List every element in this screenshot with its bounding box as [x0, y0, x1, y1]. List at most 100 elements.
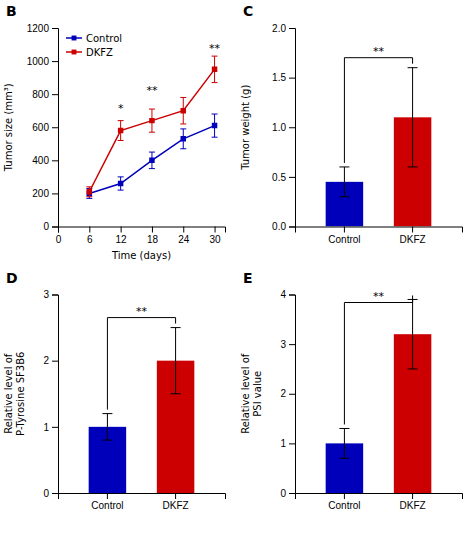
tick-label: 600: [32, 122, 49, 133]
tick-mark: [289, 127, 295, 128]
tick: 2: [43, 355, 58, 366]
error-bar: [339, 428, 349, 458]
error-bar: [408, 299, 418, 368]
x-axis: 0612182430: [56, 227, 226, 245]
tick-mark: [289, 295, 295, 296]
x-axis: Control DKFZ: [59, 493, 226, 511]
tick: Control: [91, 493, 123, 511]
tick-mark: [289, 443, 295, 444]
annotation: **: [373, 290, 385, 303]
tick-mark: [52, 295, 58, 296]
y-axis: 0.0 0.5 1.0 1.5 2.0: [272, 23, 295, 233]
chart: B020040060080010001200Tumor size (mm³)06…: [3, 3, 226, 261]
tick-label: 0.5: [272, 172, 286, 183]
y-axis-title: Tumor size (mm³): [3, 83, 14, 172]
point: [181, 108, 186, 113]
tick-mark: [289, 493, 295, 494]
chart: C0.00.51.01.52.0Tumor weight (g)ControlD…: [240, 3, 463, 245]
tick-label: 1.5: [272, 72, 286, 83]
axis-line: [59, 494, 226, 500]
tick: DKFZ: [400, 493, 426, 511]
tick-mark: [52, 127, 58, 128]
tick-label: 0: [280, 488, 286, 499]
tick: 0: [43, 488, 58, 499]
tick-label: 200: [32, 188, 49, 199]
legend-marker: [72, 50, 77, 55]
tick: 600: [32, 122, 58, 133]
legend-item: Control: [66, 33, 122, 44]
tick: 24: [178, 227, 190, 245]
tick-mark: [89, 227, 90, 233]
plot-area: [86, 56, 217, 198]
tick: DKFZ: [400, 227, 426, 245]
y-axis-title: Relative level ofPSI value: [240, 353, 263, 434]
chart: D0123Relative level ofP-Tyrosine SF3B6Co…: [3, 270, 226, 512]
title: D: [6, 270, 18, 286]
tick: 1: [280, 438, 295, 449]
tick-label: 2.0: [272, 23, 286, 34]
axis-line: [289, 29, 296, 228]
tick-label: 1200: [27, 23, 50, 34]
tick: 18: [147, 227, 159, 245]
tick: 0: [56, 227, 62, 245]
legend-marker: [72, 36, 77, 41]
tick-mark: [183, 227, 184, 233]
y-axis-title: Tumor weight (g): [240, 85, 251, 171]
point: [149, 118, 154, 123]
tick-label: 0: [56, 234, 62, 245]
error-bar: [180, 129, 186, 149]
tick: 800: [32, 89, 58, 100]
title: B: [6, 3, 17, 19]
title: E: [243, 270, 253, 286]
tick: 1: [43, 422, 58, 433]
tick-mark: [412, 227, 413, 233]
tick-mark: [289, 28, 295, 29]
line: [89, 69, 214, 191]
tick-mark: [344, 227, 345, 233]
tick-mark: [215, 227, 216, 233]
error-bar: [118, 121, 124, 141]
tick-mark: [289, 394, 295, 395]
tick-label: Control: [328, 500, 360, 511]
tick-mark: [175, 493, 176, 499]
annotation: *: [118, 102, 124, 115]
tick-mark: [52, 493, 58, 494]
tick: 0: [43, 221, 58, 232]
tick-label: 0.0: [272, 221, 286, 232]
tick-label: 30: [210, 234, 222, 245]
axis-line: [289, 295, 296, 494]
tick: 3: [280, 339, 295, 350]
tick-mark: [289, 177, 295, 178]
y-axis: 01234: [280, 289, 295, 499]
tick: 0: [280, 488, 295, 499]
axis-line: [52, 295, 59, 494]
tick-mark: [52, 28, 58, 29]
tick: 2.0: [272, 23, 295, 34]
tick-mark: [52, 427, 58, 428]
tick: 200: [32, 188, 58, 199]
tick-mark: [52, 361, 58, 362]
point: [118, 181, 123, 186]
tick-label: 1000: [27, 56, 50, 67]
tick-mark: [289, 227, 295, 228]
error-bar: [102, 414, 112, 440]
plot-area: [326, 68, 432, 227]
tick-mark: [344, 493, 345, 499]
error-bar: [149, 109, 155, 132]
figure: B020040060080010001200Tumor size (mm³)06…: [0, 0, 474, 533]
tick: 1.0: [272, 122, 295, 133]
tick-mark: [107, 493, 108, 499]
tick: Control: [328, 493, 360, 511]
tick-mark: [52, 193, 58, 194]
tick-label: 3: [43, 289, 49, 300]
tick-label: DKFZ: [400, 500, 426, 511]
point: [149, 158, 154, 163]
point: [118, 128, 123, 133]
tick-mark: [289, 78, 295, 79]
tick: DKFZ: [163, 493, 189, 511]
point: [212, 123, 217, 128]
tick-label: 2: [43, 355, 49, 366]
title: C: [243, 3, 253, 19]
line: [89, 126, 214, 194]
tick: 1200: [27, 23, 58, 34]
